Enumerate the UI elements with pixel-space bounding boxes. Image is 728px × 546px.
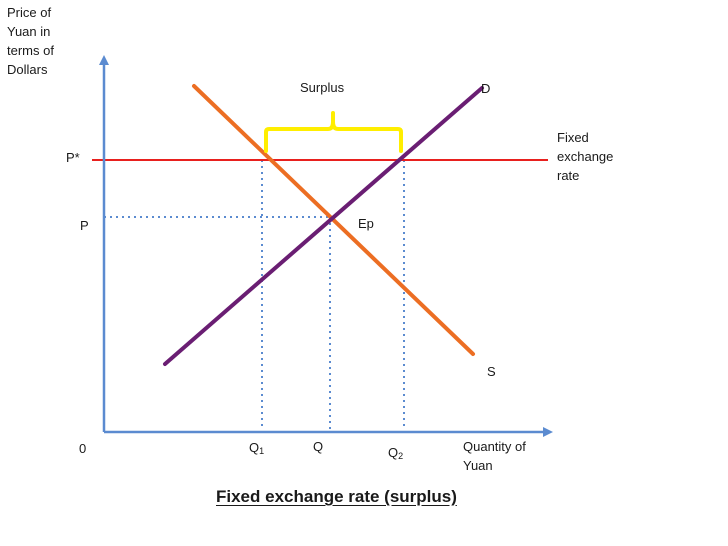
supply-curve [192, 84, 475, 356]
quantity-label-q2-subscript: 2 [398, 451, 404, 461]
price-label-p: P [80, 218, 89, 233]
surplus-brace [264, 111, 403, 153]
quantity-label-q2-base: Q [388, 445, 399, 460]
x-axis-label-line-1: Quantity of [463, 439, 526, 454]
x-axis-label: Quantity of Yuan [463, 437, 526, 475]
supply-curve-label: S [487, 364, 496, 379]
fixed-exchange-rate-label-line-3: rate [557, 168, 580, 183]
y-axis-label-line-1: Price of [7, 5, 52, 20]
quantity-label-q1: Q1 [249, 438, 264, 459]
surplus-label: Surplus [300, 80, 345, 95]
price-label-p-star: P* [66, 150, 80, 165]
y-axis-label: Price of Yuan in terms of Dollars [7, 3, 54, 79]
x-axis-label-line-2: Yuan [463, 458, 493, 473]
demand-curve [163, 86, 484, 366]
y-axis-label-line-2: Yuan in [7, 24, 51, 39]
demand-curve-label: D [481, 81, 491, 96]
quantity-label-q: Q [313, 439, 324, 454]
fixed-exchange-rate-label-line-2: exchange [557, 149, 614, 164]
diagram-title: Fixed exchange rate (surplus) [216, 487, 457, 506]
origin-label: 0 [79, 441, 87, 456]
y-axis-label-line-3: terms of [7, 43, 54, 58]
fixed-exchange-rate-label: Fixed exchange rate [557, 128, 613, 185]
quantity-label-q1-base: Q [249, 440, 260, 455]
y-axis-label-line-4: Dollars [7, 62, 48, 77]
equilibrium-label: Ep [358, 216, 374, 231]
quantity-label-q1-subscript: 1 [259, 446, 265, 456]
quantity-label-q2: Q2 [388, 443, 403, 464]
fixed-exchange-rate-label-line-1: Fixed [557, 130, 589, 145]
